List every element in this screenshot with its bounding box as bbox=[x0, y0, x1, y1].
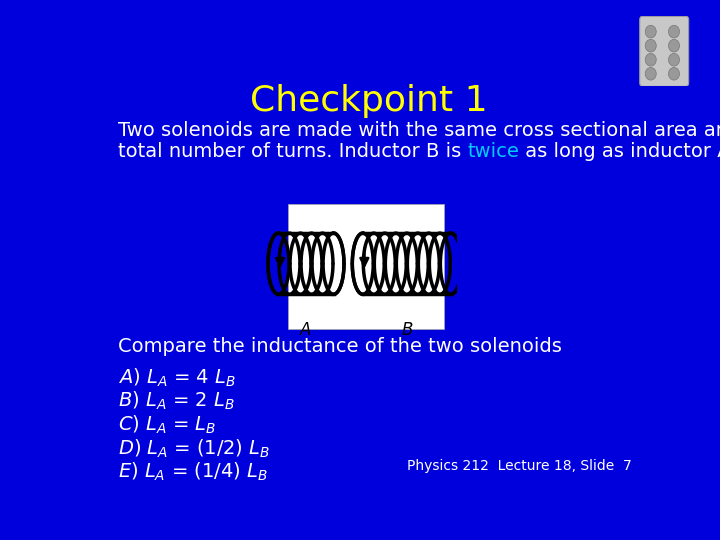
Text: Compare the inductance of the two solenoids: Compare the inductance of the two soleno… bbox=[118, 337, 562, 356]
Circle shape bbox=[668, 53, 680, 66]
Circle shape bbox=[645, 39, 656, 52]
Circle shape bbox=[668, 25, 680, 38]
Text: $D$) $L_A$ = (1/2) $L_B$: $D$) $L_A$ = (1/2) $L_B$ bbox=[118, 437, 269, 460]
Text: $A$: $A$ bbox=[300, 321, 312, 339]
Text: total number of turns. Inductor B is: total number of turns. Inductor B is bbox=[118, 141, 467, 161]
FancyBboxPatch shape bbox=[288, 204, 444, 329]
Text: as long as inductor A: as long as inductor A bbox=[519, 141, 720, 161]
Text: $A$) $L_A$ = 4 $L_B$: $A$) $L_A$ = 4 $L_B$ bbox=[118, 366, 235, 389]
Circle shape bbox=[668, 68, 680, 80]
Text: $B$) $L_A$ = 2 $L_B$: $B$) $L_A$ = 2 $L_B$ bbox=[118, 390, 235, 412]
Circle shape bbox=[668, 39, 680, 52]
Text: $E$) $L_A$ = (1/4) $L_B$: $E$) $L_A$ = (1/4) $L_B$ bbox=[118, 461, 268, 483]
Text: Checkpoint 1: Checkpoint 1 bbox=[250, 84, 488, 118]
Circle shape bbox=[645, 25, 656, 38]
FancyBboxPatch shape bbox=[640, 16, 688, 86]
Text: Physics 212  Lecture 18, Slide  7: Physics 212 Lecture 18, Slide 7 bbox=[407, 459, 631, 473]
Text: Two solenoids are made with the same cross sectional area and: Two solenoids are made with the same cro… bbox=[118, 121, 720, 140]
Text: $C$) $L_A$ = $L_B$: $C$) $L_A$ = $L_B$ bbox=[118, 414, 216, 436]
Text: $B$: $B$ bbox=[400, 321, 413, 339]
Text: twice: twice bbox=[467, 141, 519, 161]
Circle shape bbox=[645, 53, 656, 66]
Circle shape bbox=[645, 68, 656, 80]
